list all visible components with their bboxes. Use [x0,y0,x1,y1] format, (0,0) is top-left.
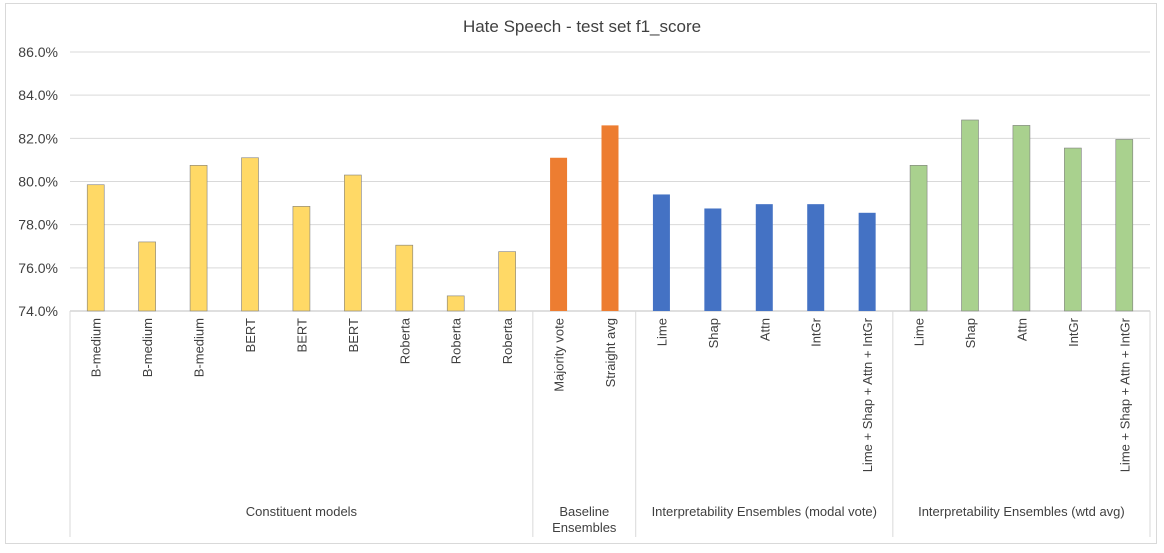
category-label: Lime + Shap + Attn + IntGr [1117,317,1132,472]
group-label: Baseline Ensembles [552,504,617,535]
category-label: B-medium [192,318,207,377]
y-tick-label: 80.0% [18,174,58,190]
y-tick-label: 86.0% [18,44,58,60]
category-label: Lime [912,318,927,346]
bar [961,119,979,312]
chart-title: Hate Speech - test set f1_score [463,17,701,36]
category-label: B-medium [140,318,155,377]
y-tick-label: 74.0% [18,303,58,319]
bar [755,204,773,311]
group-label: Constituent models [246,504,358,519]
bar [807,204,825,311]
y-tick-label: 84.0% [18,87,58,103]
category-label: Straight avg [603,318,618,387]
category-label: Roberta [500,317,515,364]
bar [858,212,876,311]
category-label: Roberta [397,317,412,364]
category-label: BERT [294,318,309,352]
bar [344,174,362,312]
bar [1115,139,1134,312]
bar [704,208,722,311]
y-tick-label: 78.0% [18,217,58,233]
bar [189,165,208,312]
bar [446,295,465,312]
bar [498,251,516,312]
bar [395,244,414,312]
category-label: IntGr [1066,317,1081,347]
bar [1012,125,1031,312]
bar [138,241,156,312]
y-tick-label: 82.0% [18,130,58,146]
bar [241,157,259,312]
category-label: Attn [757,318,772,341]
category-label: Lime [654,318,669,346]
group-label: Interpretability Ensembles (modal vote) [652,504,877,519]
bar [652,194,670,311]
category-label: BERT [243,318,258,352]
category-label: Shap [963,318,978,348]
y-tick-label: 76.0% [18,260,58,276]
bar [550,157,568,311]
category-label: Lime + Shap + Attn + IntGr [860,317,875,472]
category-label: B-medium [89,318,104,377]
bar [86,184,105,312]
bar [909,165,928,312]
group-label: Interpretability Ensembles (wtd avg) [918,504,1125,519]
category-label: BERT [346,318,361,352]
category-label: Attn [1014,318,1029,341]
bar [601,125,619,311]
category-label: Roberta [449,317,464,364]
category-label: Majority vote [552,318,567,392]
bar [1064,147,1082,312]
category-label: Shap [706,318,721,348]
category-label: IntGr [809,317,824,347]
bar [292,206,311,312]
